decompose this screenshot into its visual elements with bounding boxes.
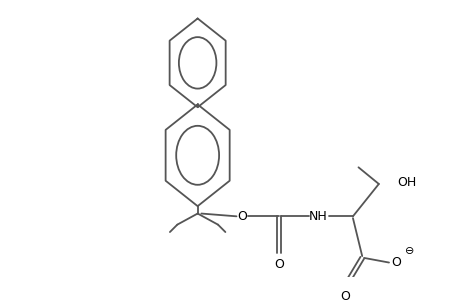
Text: NH: NH bbox=[308, 210, 326, 223]
Text: ⊖: ⊖ bbox=[404, 246, 413, 256]
Text: O: O bbox=[391, 256, 400, 269]
Text: O: O bbox=[236, 210, 246, 223]
Text: OH: OH bbox=[396, 176, 415, 189]
Text: O: O bbox=[340, 290, 350, 300]
Text: O: O bbox=[274, 258, 283, 271]
